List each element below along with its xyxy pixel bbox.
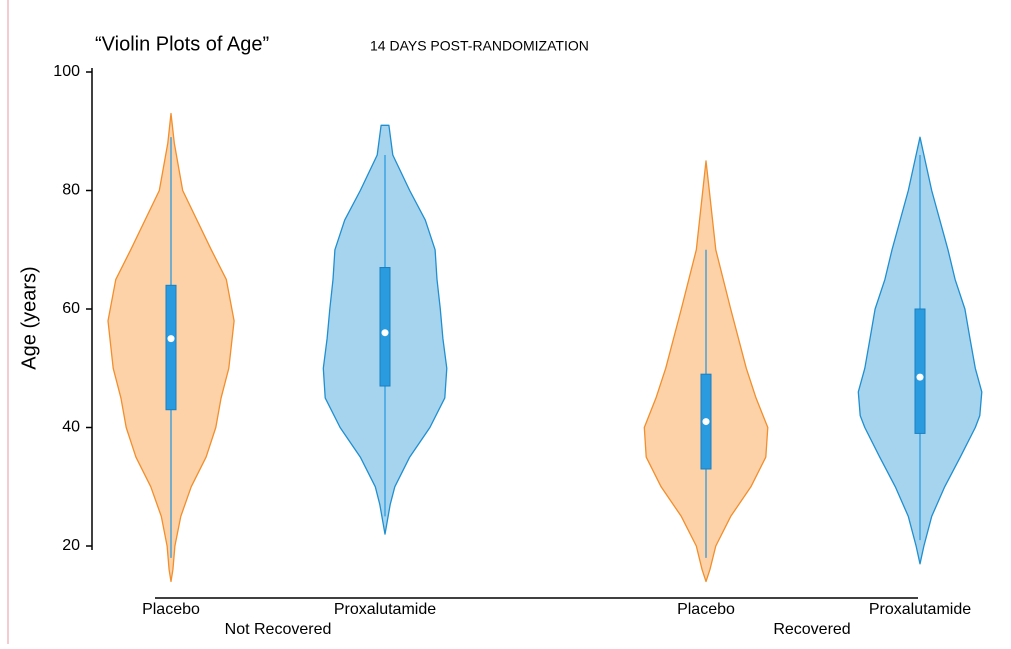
median [167, 335, 175, 343]
x-tick-label: Proxalutamide [334, 601, 436, 618]
y-tick-label: 80 [62, 182, 80, 199]
y-tick-label: 40 [62, 419, 80, 436]
chart-title: “Violin Plots of Age” [95, 33, 269, 55]
y-axis-label: Age (years) [18, 266, 40, 369]
median [381, 329, 389, 337]
y-tick-label: 20 [62, 537, 80, 554]
x-tick-label: Proxalutamide [869, 601, 971, 618]
x-tick-label: Placebo [677, 601, 735, 618]
group-label: Recovered [773, 621, 850, 638]
median [916, 373, 924, 381]
box [379, 267, 391, 387]
box [914, 308, 926, 434]
median [702, 418, 710, 426]
x-tick-label: Placebo [142, 601, 200, 618]
chart-subtitle: 14 DAYS POST-RANDOMIZATION [370, 38, 589, 54]
y-tick-label: 100 [53, 63, 80, 80]
group-label: Not Recovered [225, 621, 332, 638]
y-tick-label: 60 [62, 300, 80, 317]
box [165, 284, 177, 411]
